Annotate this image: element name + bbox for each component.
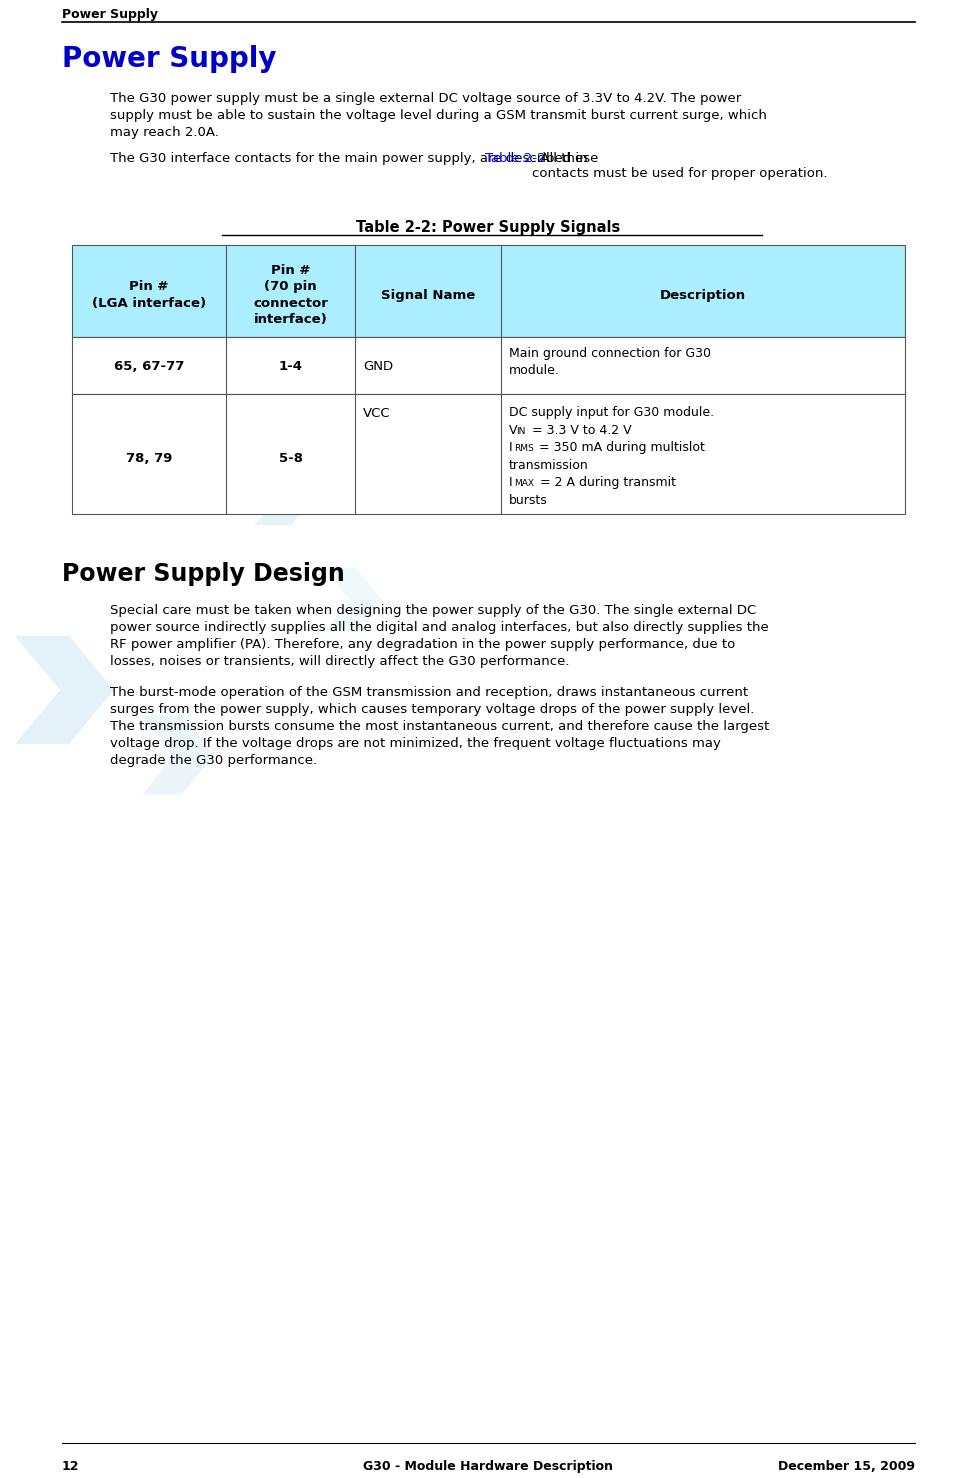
Text: 78, 79: 78, 79 — [126, 451, 172, 464]
Polygon shape — [142, 715, 215, 795]
Text: The G30 interface contacts for the main power supply, are described in: The G30 interface contacts for the main … — [110, 152, 592, 166]
Text: transmission: transmission — [509, 458, 589, 471]
Text: Description: Description — [659, 288, 746, 302]
Text: 12: 12 — [62, 1460, 79, 1474]
Polygon shape — [465, 304, 520, 365]
Text: DC supply input for G30 module.: DC supply input for G30 module. — [509, 406, 714, 418]
Polygon shape — [84, 381, 163, 469]
Polygon shape — [15, 636, 114, 743]
Text: = 3.3 V to 4.2 V: = 3.3 V to 4.2 V — [528, 424, 631, 436]
Text: Power Supply Design: Power Supply Design — [62, 562, 345, 585]
Text: bursts: bursts — [509, 494, 548, 507]
Text: Power Supply: Power Supply — [62, 44, 276, 72]
Text: I: I — [509, 440, 513, 454]
Text: Power Supply: Power Supply — [62, 7, 158, 21]
Text: 1-4: 1-4 — [278, 361, 303, 372]
Text: The burst-mode operation of the GSM transmission and reception, draws instantane: The burst-mode operation of the GSM tran… — [110, 686, 769, 767]
Text: I: I — [509, 476, 513, 489]
Bar — [72, 395, 905, 514]
Text: 5-8: 5-8 — [278, 451, 303, 464]
Text: Pin #
(70 pin
connector
interface): Pin # (70 pin connector interface) — [253, 263, 328, 327]
Text: G30 - Module Hardware Description: G30 - Module Hardware Description — [363, 1460, 614, 1474]
Polygon shape — [323, 568, 382, 633]
Bar — [72, 337, 905, 395]
Text: Signal Name: Signal Name — [381, 288, 475, 302]
Text: Pin #
(LGA interface): Pin # (LGA interface) — [92, 281, 206, 310]
Text: MAX: MAX — [515, 479, 534, 488]
Text: = 350 mA during multislot: = 350 mA during multislot — [535, 440, 704, 454]
Text: The G30 power supply must be a single external DC voltage source of 3.3V to 4.2V: The G30 power supply must be a single ex… — [110, 92, 767, 139]
Polygon shape — [254, 451, 322, 525]
Text: IN: IN — [517, 427, 526, 436]
Text: RMS: RMS — [515, 443, 534, 452]
Text: = 2 A during transmit: = 2 A during transmit — [536, 476, 676, 489]
Text: December 15, 2009: December 15, 2009 — [778, 1460, 915, 1474]
Text: Main ground connection for G30
module.: Main ground connection for G30 module. — [509, 347, 711, 377]
Text: Table 2-2: Power Supply Signals: Table 2-2: Power Supply Signals — [357, 220, 620, 235]
Text: V: V — [509, 424, 518, 436]
Text: 65, 67-77: 65, 67-77 — [114, 361, 185, 372]
Text: Special care must be taken when designing the power supply of the G30. The singl: Special care must be taken when designin… — [110, 605, 769, 668]
Bar — [72, 245, 905, 337]
Text: Table 2-2: Table 2-2 — [485, 152, 545, 166]
Text: GND: GND — [363, 361, 394, 372]
Text: VCC: VCC — [363, 406, 391, 420]
Text: . All these
contacts must be used for proper operation.: . All these contacts must be used for pr… — [532, 152, 828, 180]
